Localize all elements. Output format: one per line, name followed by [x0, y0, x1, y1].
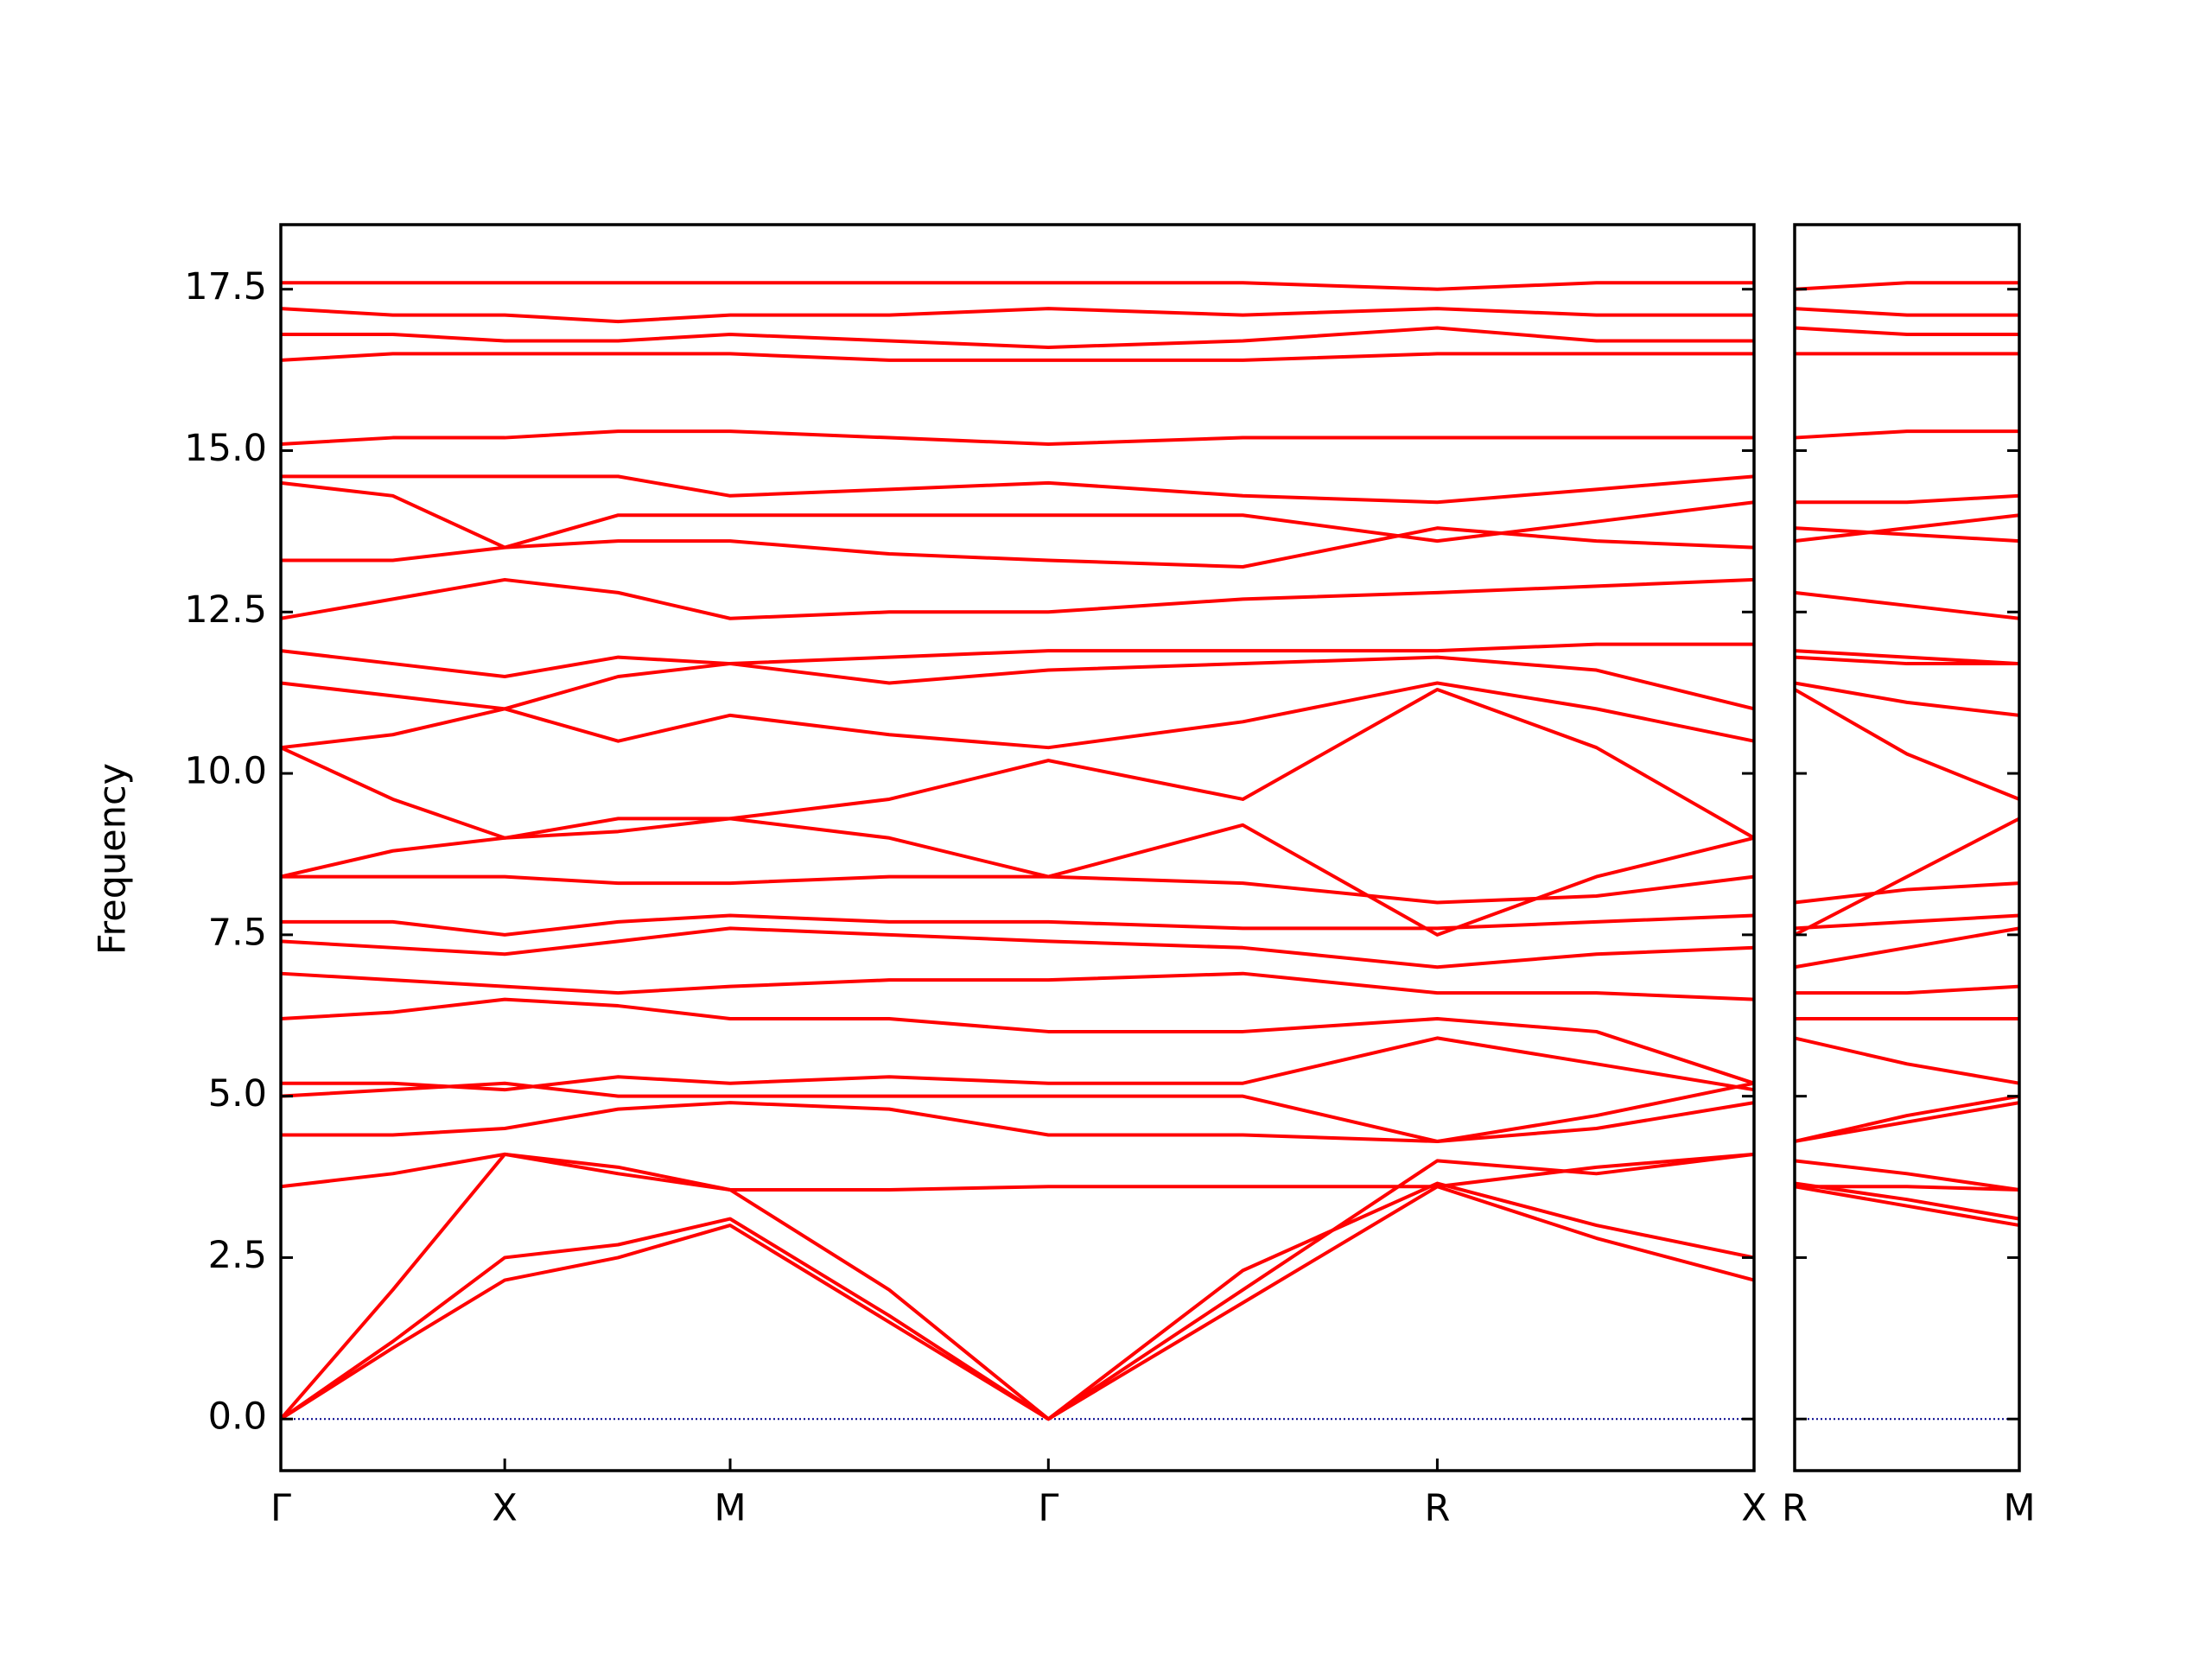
- band-line: [280, 577, 1755, 620]
- band-line: [280, 642, 1754, 679]
- band-line: [279, 1152, 1755, 1421]
- x-tick-label: R: [1782, 1487, 1808, 1530]
- band-line: [281, 474, 1755, 505]
- band-line: [280, 655, 1755, 711]
- band-line: [280, 1081, 1755, 1143]
- band-line: [1794, 526, 2020, 543]
- band-line: [1794, 1094, 2020, 1143]
- band-line: [280, 997, 1755, 1085]
- band-line: [1794, 307, 2019, 317]
- band-line: [1795, 984, 2020, 995]
- band-line: [280, 817, 1755, 937]
- x-tick-label: Γ: [270, 1487, 291, 1530]
- y-tick-label: 7.5: [208, 911, 267, 954]
- band-line: [1794, 429, 2019, 440]
- y-tick-label: 2.5: [208, 1234, 267, 1277]
- y-axis-label: Frequency: [92, 763, 135, 955]
- band-line: [1794, 681, 2020, 717]
- y-tick-label: 12.5: [184, 588, 267, 632]
- y-tick-label: 0.0: [208, 1395, 267, 1439]
- band-line: [1794, 513, 2020, 543]
- x-tick-label: X: [1741, 1487, 1766, 1530]
- band-line: [1794, 590, 2020, 620]
- band-line: [1794, 913, 2020, 931]
- x-tick-label: M: [714, 1487, 746, 1530]
- plot-frame: [279, 223, 1756, 1472]
- band-line: [280, 480, 1755, 550]
- y-tick-label: 5.0: [208, 1072, 267, 1116]
- band-line: [280, 352, 1754, 362]
- band-line: [1794, 926, 2020, 969]
- x-tick-label: Γ: [1038, 1487, 1058, 1530]
- band-line: [280, 1152, 1755, 1192]
- band-line: [1794, 655, 2019, 666]
- band-line: [1794, 688, 2020, 801]
- band-line: [1794, 281, 2019, 291]
- band-line: [1794, 1101, 2020, 1143]
- band-line: [281, 913, 1755, 937]
- band-line: [1795, 493, 2020, 505]
- band-line: [280, 687, 1755, 840]
- y-tick-label: 15.0: [184, 427, 267, 470]
- band-line: [280, 307, 1754, 324]
- band-line: [281, 1101, 1755, 1143]
- band-line: [281, 874, 1755, 905]
- band-line: [280, 926, 1755, 969]
- x-tick-label: X: [492, 1487, 517, 1530]
- band-line: [1794, 649, 2020, 666]
- band-line: [1794, 1181, 2020, 1221]
- band-line: [1794, 1036, 2020, 1085]
- band-line: [281, 326, 1754, 349]
- band-line: [280, 971, 1755, 1001]
- band-line: [280, 681, 1755, 750]
- band-line: [1794, 1185, 2020, 1228]
- band-line: [281, 1036, 1755, 1092]
- band-line: [281, 281, 1754, 291]
- band-line: [279, 1181, 1755, 1421]
- band-line: [1794, 881, 2020, 905]
- x-tick-label: M: [2003, 1487, 2035, 1530]
- band-line: [1794, 1159, 2020, 1192]
- x-tick-label: R: [1424, 1487, 1450, 1530]
- band-line: [1794, 326, 2019, 337]
- band-line: [1794, 817, 2020, 937]
- y-tick-label: 10.0: [184, 750, 267, 793]
- y-tick-label: 17.5: [184, 265, 267, 308]
- band-line: [280, 429, 1754, 447]
- band-line: [281, 526, 1755, 569]
- band-line: [1795, 1185, 2020, 1192]
- plot-frame: [1793, 223, 2021, 1472]
- band-line: [279, 1185, 1755, 1421]
